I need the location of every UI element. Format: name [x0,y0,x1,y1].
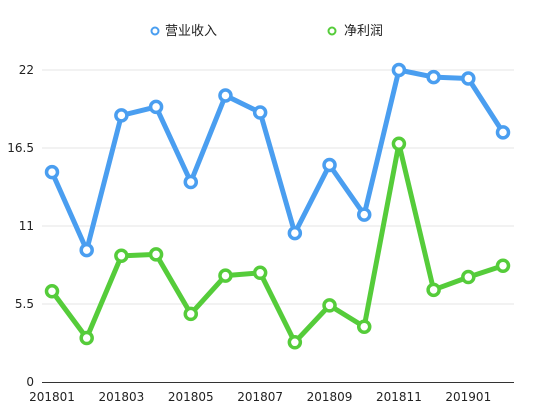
x-tick-label: 201807 [237,390,283,404]
legend-item-net-profit[interactable]: 净利润 [327,24,384,39]
y-tick-label: 5.5 [15,297,34,311]
data-point[interactable] [461,71,476,86]
data-point[interactable] [114,108,129,123]
x-tick-label: 201809 [307,390,353,404]
data-point[interactable] [44,283,60,299]
data-point[interactable] [218,268,233,283]
data-point[interactable] [356,319,372,334]
data-point[interactable] [44,164,60,180]
data-point[interactable] [183,174,199,190]
data-point[interactable] [322,298,337,313]
x-tick-label: 201901 [445,390,491,404]
legend-marker-revenue [150,26,160,36]
data-point[interactable] [495,125,511,140]
series-group [44,62,511,350]
x-tick-label: 201801 [29,390,75,404]
series-0 [44,62,511,258]
gridlines [42,69,514,305]
data-point[interactable] [252,265,268,281]
data-point[interactable] [287,225,303,241]
y-tick-label: 11 [19,219,34,233]
data-point[interactable] [495,258,511,273]
data-point[interactable] [391,136,407,151]
data-point[interactable] [356,207,372,222]
x-tick-label: 201811 [376,390,422,404]
y-tick-label: 0 [26,375,34,389]
x-tick-label: 201803 [98,390,144,404]
data-point[interactable] [391,62,407,78]
data-point[interactable] [148,247,164,262]
data-point[interactable] [79,242,94,258]
y-tick-label: 22 [19,63,34,77]
data-point[interactable] [252,105,268,120]
y-tick-label: 16.5 [7,141,34,155]
legend-label-net-profit: 净利润 [344,24,383,39]
data-point[interactable] [426,282,441,298]
series-1 [44,136,511,350]
data-point[interactable] [148,99,164,115]
data-point[interactable] [322,157,337,173]
data-point[interactable] [461,269,476,285]
series-line-0 [49,67,506,253]
data-point[interactable] [287,335,303,350]
data-point[interactable] [218,88,233,103]
legend-marker-net-profit [327,26,337,36]
legend-label-revenue: 营业收入 [165,24,217,39]
data-point[interactable] [114,248,129,264]
legend: 营业收入 净利润 [150,24,384,39]
x-tick-label: 201805 [168,390,214,404]
data-point[interactable] [79,330,94,346]
data-point[interactable] [183,306,199,322]
data-point[interactable] [426,69,441,85]
axes: 0 5.5 11 16.5 22 201801 201803 201805 201807 2018… [7,63,514,404]
legend-item-revenue[interactable]: 营业收入 [150,24,218,39]
